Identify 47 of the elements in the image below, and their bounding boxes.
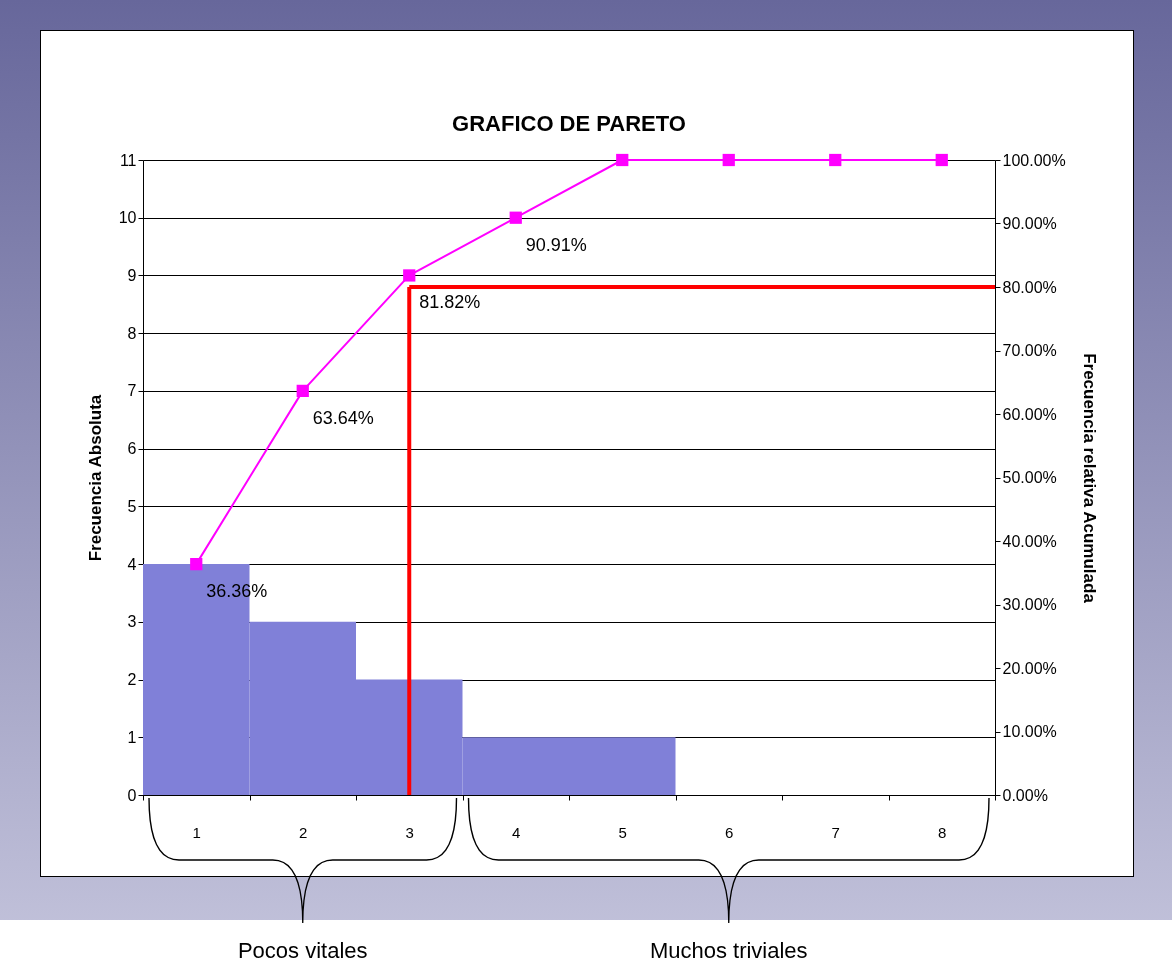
data-label: 90.91% [525,234,587,255]
y2-tick-label: 80.00% [1002,278,1057,296]
y2-tick-label: 20.00% [1002,659,1057,677]
point [190,557,203,571]
y2-tick-label: 30.00% [1002,596,1057,613]
point [509,211,522,224]
y-tick-label: 3 [127,613,137,631]
y-tick-label: 8 [127,324,137,342]
point [829,153,842,167]
point [403,269,416,282]
y2-tick-label: 100.00% [1002,151,1066,169]
y-tick-label: 7 [127,382,137,400]
y2-tick-label: 60.00% [1002,405,1057,423]
y-tick-label: 2 [127,671,137,689]
y-tick-label: 4 [127,555,137,573]
text: Pocos vitales [237,938,368,963]
x-tick-label: 8 [938,823,947,841]
point [296,384,309,398]
y-tick-label: 10 [118,209,137,227]
y-tick-label: 5 [127,497,137,515]
data-label: 81.82% [419,292,481,313]
y-tick-label: 11 [119,151,137,169]
y2-tick-label: 0.00% [1002,786,1048,804]
y2-tick-label: 90.00% [1002,215,1057,232]
point [616,153,629,167]
data-label: 63.64% [312,407,374,428]
y2-axis-title: Frecuencia relativa Acumulada [1079,353,1099,604]
y2-tick-label: 50.00% [1002,469,1057,486]
y2-tick-label: 70.00% [1002,342,1057,359]
y-tick-label: 9 [127,266,137,284]
y2-tick-label: 40.00% [1002,532,1057,550]
text: Muchos triviales [649,938,808,963]
chart-title: GRAFICO DE PARETO [452,111,686,136]
y-tick-label: 1 [127,728,137,746]
x-tick-label: 4 [512,823,521,841]
y-axis-title: Frecuencia Absoluta [85,394,105,562]
x-tick-label: 7 [831,823,840,841]
x-tick-label: 2 [299,823,308,841]
x-tick-label: 1 [192,823,201,841]
point [722,153,735,167]
x-tick-label: 3 [405,823,414,841]
y2-tick-label: 10.00% [1002,723,1057,740]
y-tick-label: 0 [127,786,137,804]
point [935,153,948,167]
x-tick-label: 5 [618,823,627,841]
x-tick-label: 6 [725,823,734,841]
y-tick-label: 6 [127,440,137,458]
